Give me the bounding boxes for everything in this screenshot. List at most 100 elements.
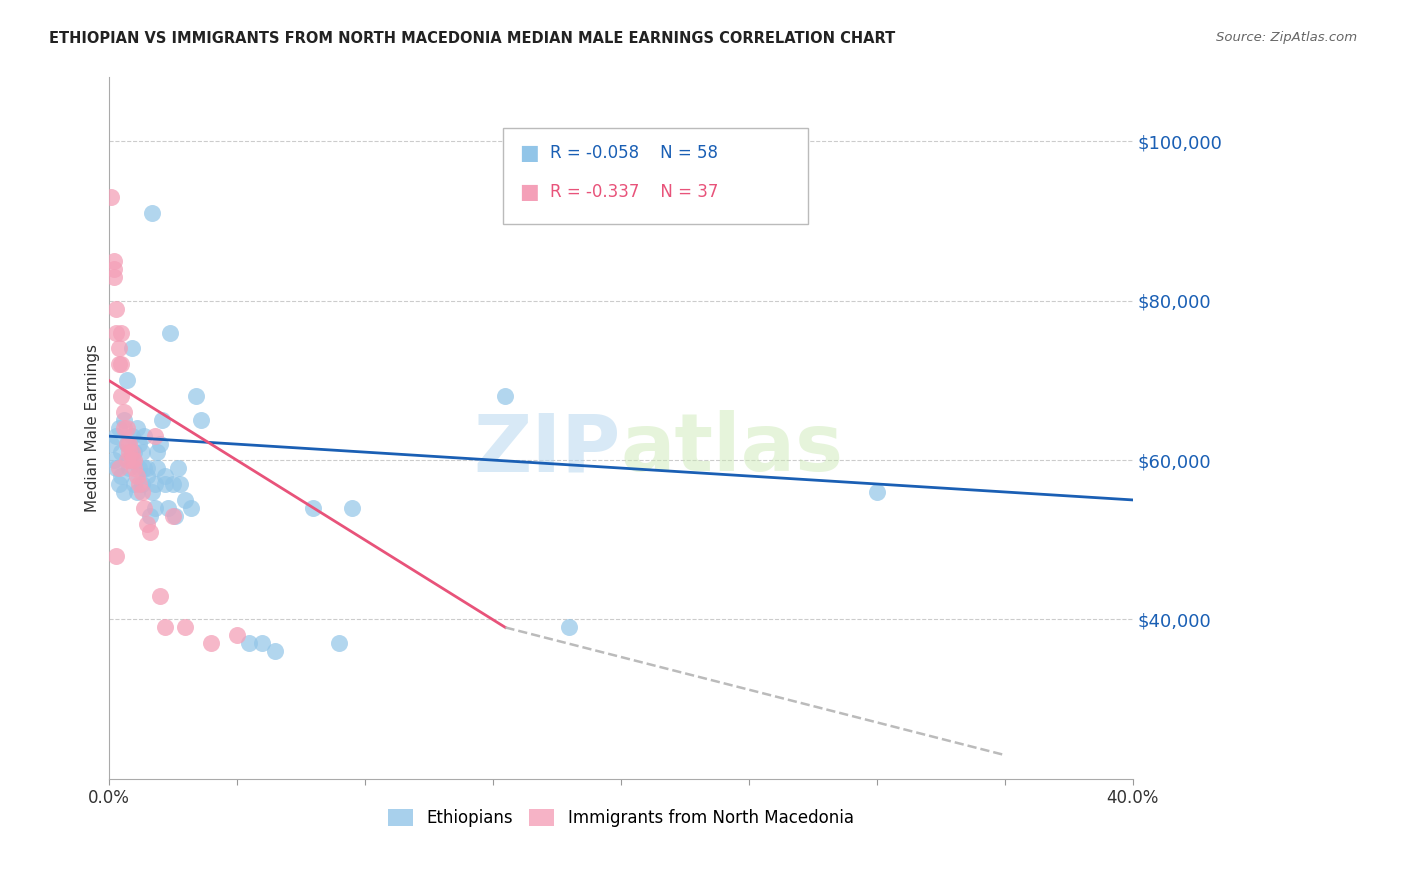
Point xyxy=(200,636,222,650)
Point xyxy=(115,421,138,435)
Point xyxy=(131,485,153,500)
Point xyxy=(108,421,131,435)
Point xyxy=(156,500,179,515)
Point xyxy=(302,500,325,515)
Point xyxy=(865,485,887,500)
Point xyxy=(115,437,138,451)
Point xyxy=(103,453,125,467)
Point xyxy=(112,405,135,419)
Point xyxy=(153,620,176,634)
Text: R = -0.058    N = 58: R = -0.058 N = 58 xyxy=(551,145,718,162)
Point xyxy=(118,453,141,467)
Point xyxy=(125,421,148,435)
Point xyxy=(125,485,148,500)
Point xyxy=(494,389,516,403)
Point xyxy=(146,445,169,459)
Point xyxy=(121,445,143,459)
Point xyxy=(110,358,132,372)
Point xyxy=(136,516,159,531)
Point xyxy=(138,508,160,523)
Point xyxy=(112,413,135,427)
Point xyxy=(118,461,141,475)
Point xyxy=(162,508,184,523)
Point xyxy=(115,373,138,387)
Point xyxy=(136,469,159,483)
Point xyxy=(238,636,260,650)
Point xyxy=(103,253,125,268)
Point xyxy=(165,508,187,523)
Text: atlas: atlas xyxy=(620,410,844,488)
Point xyxy=(118,445,141,459)
Y-axis label: Median Male Earnings: Median Male Earnings xyxy=(86,344,100,512)
Point xyxy=(122,445,145,459)
Point xyxy=(141,485,163,500)
Point xyxy=(149,437,172,451)
Point xyxy=(115,437,138,451)
Point xyxy=(105,301,128,316)
Point xyxy=(108,477,131,491)
Point xyxy=(112,421,135,435)
Point xyxy=(162,477,184,491)
Point xyxy=(180,500,202,515)
Point xyxy=(141,206,163,220)
Point xyxy=(184,389,207,403)
Point xyxy=(105,429,128,443)
Point xyxy=(328,636,350,650)
Point xyxy=(143,429,166,443)
Point xyxy=(558,620,581,634)
Point xyxy=(143,477,166,491)
Point xyxy=(128,437,150,451)
Point xyxy=(136,461,159,475)
Point xyxy=(134,429,156,443)
Point xyxy=(174,492,197,507)
Point xyxy=(128,461,150,475)
Point xyxy=(100,437,122,451)
Point xyxy=(105,326,128,340)
Point xyxy=(108,461,131,475)
Point xyxy=(121,429,143,443)
Point xyxy=(110,469,132,483)
Point xyxy=(108,342,131,356)
Point xyxy=(131,477,153,491)
Text: ■: ■ xyxy=(520,182,540,202)
Point xyxy=(174,620,197,634)
Point xyxy=(150,413,173,427)
Point xyxy=(108,358,131,372)
Point xyxy=(169,477,191,491)
Point xyxy=(264,644,287,658)
Point xyxy=(110,326,132,340)
Point xyxy=(190,413,212,427)
Point xyxy=(252,636,274,650)
Text: ZIP: ZIP xyxy=(474,410,620,488)
Point xyxy=(118,437,141,451)
Point xyxy=(153,469,176,483)
Text: ■: ■ xyxy=(520,144,540,163)
Point xyxy=(131,445,153,459)
Point xyxy=(134,461,156,475)
Point xyxy=(125,469,148,483)
Point xyxy=(110,445,132,459)
Text: Source: ZipAtlas.com: Source: ZipAtlas.com xyxy=(1216,31,1357,45)
Point xyxy=(122,453,145,467)
Point xyxy=(112,485,135,500)
Point xyxy=(143,500,166,515)
Point xyxy=(122,461,145,475)
Point xyxy=(121,342,143,356)
Point xyxy=(103,269,125,284)
Point xyxy=(340,500,363,515)
Point xyxy=(138,524,160,539)
Point xyxy=(100,190,122,204)
Point xyxy=(159,326,181,340)
Point xyxy=(105,461,128,475)
Point xyxy=(153,477,176,491)
Text: ETHIOPIAN VS IMMIGRANTS FROM NORTH MACEDONIA MEDIAN MALE EARNINGS CORRELATION CH: ETHIOPIAN VS IMMIGRANTS FROM NORTH MACED… xyxy=(49,31,896,46)
Point xyxy=(134,500,156,515)
Point xyxy=(103,261,125,276)
Point xyxy=(122,477,145,491)
Point xyxy=(149,589,172,603)
Point xyxy=(146,461,169,475)
Point xyxy=(110,389,132,403)
Text: R = -0.337    N = 37: R = -0.337 N = 37 xyxy=(551,183,718,201)
Point xyxy=(115,453,138,467)
Point xyxy=(225,628,247,642)
